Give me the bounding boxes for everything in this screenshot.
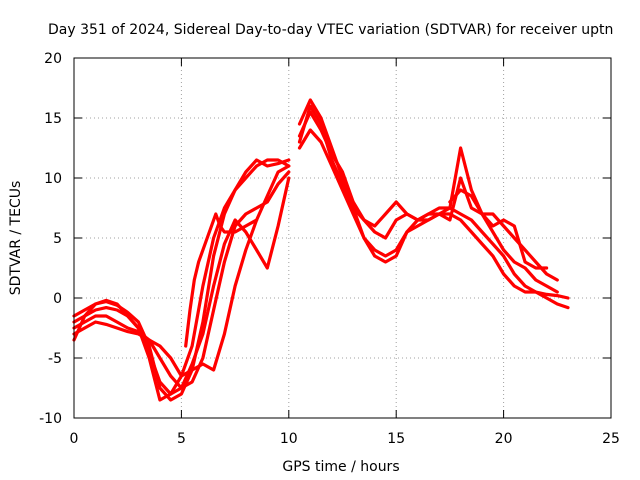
series-line-track-5 xyxy=(72,176,291,396)
y-tick-label: 5 xyxy=(53,231,62,247)
y-tick-label: 15 xyxy=(44,111,62,127)
data-series xyxy=(72,98,570,402)
y-tick-label: 20 xyxy=(44,51,62,67)
series-line-track-3 xyxy=(72,170,291,390)
chart-title: Day 351 of 2024, Sidereal Day-to-day VTE… xyxy=(48,22,613,38)
series-line-track-4 xyxy=(72,164,291,378)
y-tick-label: -10 xyxy=(39,411,62,427)
x-tick-label: 0 xyxy=(70,431,79,447)
x-tick-label: 25 xyxy=(602,431,620,447)
series-line-track-10 xyxy=(297,104,549,270)
x-tick-label: 20 xyxy=(495,431,513,447)
x-axis-label: GPS time / hours xyxy=(282,459,399,475)
y-tick-label: 0 xyxy=(53,291,62,307)
series-line-track-7 xyxy=(297,98,570,300)
x-tick-label: 15 xyxy=(387,431,405,447)
y-tick-label: 10 xyxy=(44,171,62,187)
x-tick-label: 5 xyxy=(177,431,186,447)
y-tick-label: -5 xyxy=(48,351,62,367)
axis-ticks xyxy=(73,57,612,419)
series-line-track-11 xyxy=(448,188,559,294)
x-tick-label: 10 xyxy=(280,431,298,447)
tick-labels: 0 5 10 15 20 25 -10 -5 0 5 10 15 20 xyxy=(39,51,620,447)
y-axis-label: SDTVAR / TECUs xyxy=(8,181,24,296)
series-line-track-9 xyxy=(297,128,559,282)
series-line-track-2 xyxy=(72,158,291,402)
series-line-track-1 xyxy=(72,158,291,402)
series-line-track-6 xyxy=(184,212,259,348)
